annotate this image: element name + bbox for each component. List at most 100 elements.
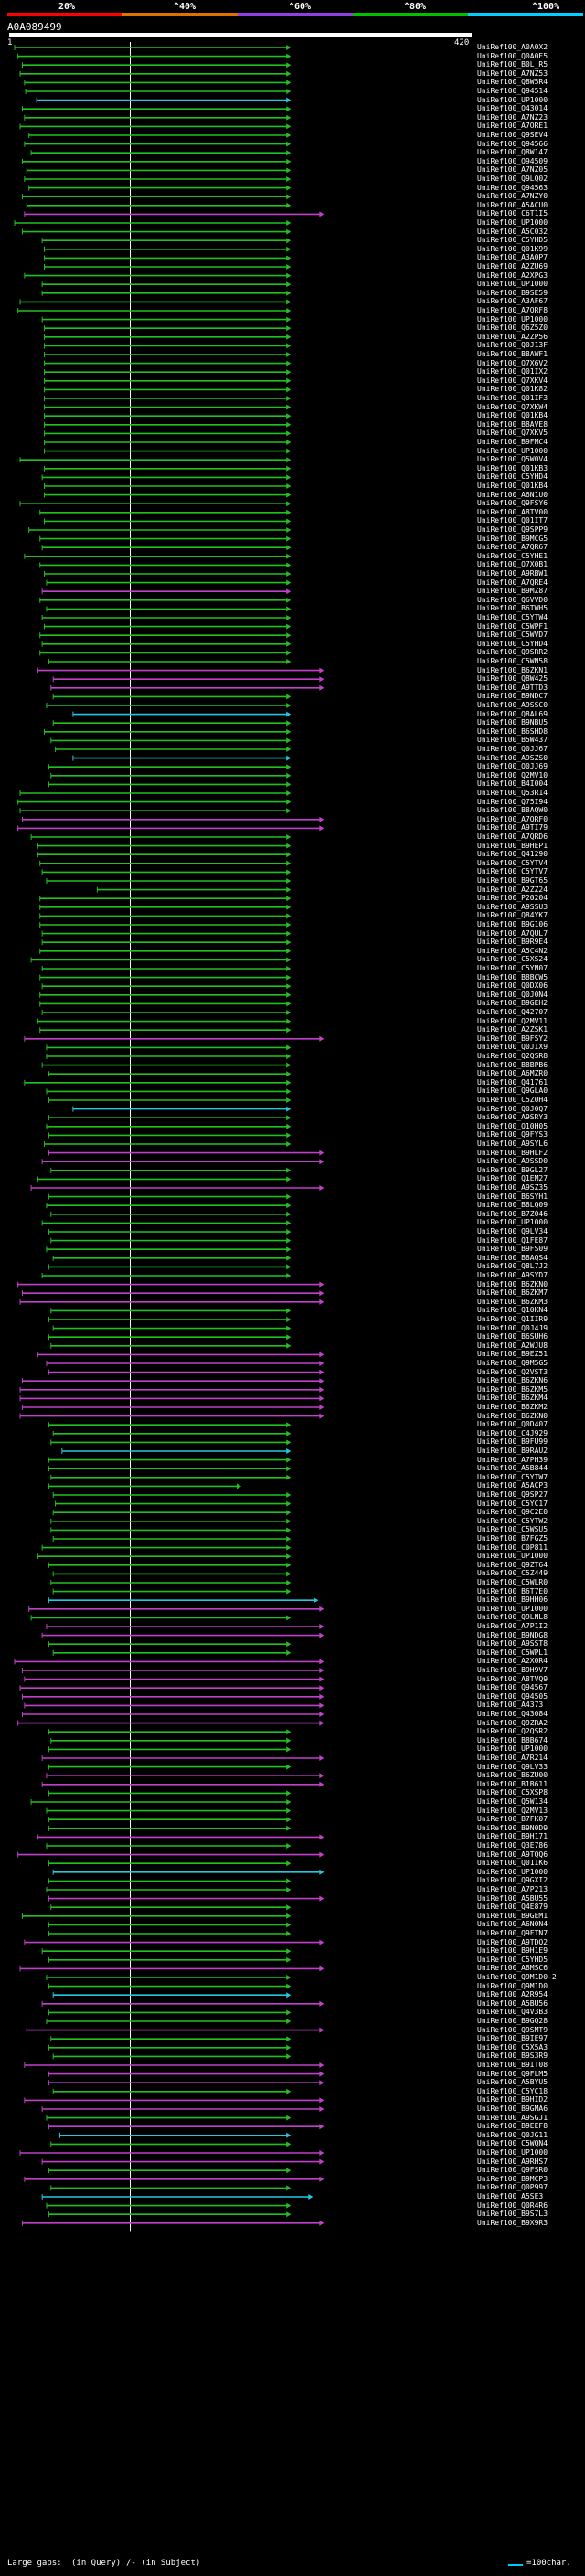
hit-label[interactable]: UniRef100_Q9FSR0	[477, 2166, 548, 2175]
hit-label[interactable]: UniRef100_Q94509	[477, 156, 548, 165]
hit-label[interactable]: UniRef100_Q9GXI2	[477, 1876, 548, 1885]
hit-label[interactable]: UniRef100_B8LQ09	[477, 1201, 548, 1210]
hit-label[interactable]: UniRef100_UP1000	[477, 1744, 548, 1754]
hit-label[interactable]: UniRef100_Q5W134	[477, 1797, 548, 1806]
hit-label[interactable]: UniRef100_Q94505	[477, 1691, 548, 1701]
hit-label[interactable]: UniRef100_Q9SP27	[477, 1490, 548, 1499]
hit-label[interactable]: UniRef100_B8BCW5	[477, 972, 548, 981]
hit-label[interactable]: UniRef100_B0L_R5	[477, 60, 548, 69]
hit-label[interactable]: UniRef100_C5YC18	[477, 2086, 548, 2095]
hit-label[interactable]: UniRef100_A6MZR0	[477, 1069, 548, 1078]
hit-label[interactable]: UniRef100_A0A0X2	[477, 43, 548, 51]
hit-label[interactable]: UniRef100_B9HID2	[477, 2095, 548, 2104]
hit-label[interactable]: UniRef100_Q10KN4	[477, 1306, 548, 1315]
hit-label[interactable]: UniRef100_A2XPG3	[477, 270, 548, 280]
hit-label[interactable]: UniRef100_Q0D407	[477, 1420, 548, 1429]
hit-label[interactable]: UniRef100_A9TQQ6	[477, 1850, 548, 1859]
hit-label[interactable]: UniRef100_B6T7E0	[477, 1586, 548, 1595]
hit-label[interactable]: UniRef100_UP1000	[477, 1604, 548, 1613]
hit-label[interactable]: UniRef100_A5C032	[477, 227, 548, 236]
hit-label[interactable]: UniRef100_B9IE97	[477, 2034, 548, 2043]
hit-label[interactable]: UniRef100_A8MSC6	[477, 1964, 548, 1973]
hit-label[interactable]: UniRef100_B6ZKM2	[477, 1403, 548, 1411]
hit-label[interactable]: UniRef100_A8TV00	[477, 507, 548, 516]
hit-label[interactable]: UniRef100_C5WPL1	[477, 1648, 548, 1657]
hit-label[interactable]: UniRef100_Q1EM27	[477, 1174, 548, 1183]
hit-label[interactable]: UniRef100_Q2VST3	[477, 1367, 548, 1376]
hit-label[interactable]: UniRef100_Q9FLM5	[477, 2069, 548, 2078]
hit-label[interactable]: UniRef100_B8AWF1	[477, 350, 548, 358]
hit-label[interactable]: UniRef100_Q9SEV4	[477, 131, 548, 139]
hit-label[interactable]: UniRef100_A5C4N2	[477, 946, 548, 955]
hit-label[interactable]: UniRef100_UP1000	[477, 2148, 548, 2157]
hit-label[interactable]: UniRef100_C5WQN4	[477, 2139, 548, 2148]
hit-label[interactable]: UniRef100_A7QRF0	[477, 814, 548, 823]
hit-label[interactable]: UniRef100_A5BYU5	[477, 2078, 548, 2087]
hit-label[interactable]: UniRef100_B6ZU00	[477, 1771, 548, 1780]
hit-label[interactable]: UniRef100_B9N0D9	[477, 1823, 548, 1832]
hit-label[interactable]: UniRef100_B9S7L3	[477, 2210, 548, 2219]
hit-label[interactable]: UniRef100_Q53R14	[477, 789, 548, 797]
hit-label[interactable]: UniRef100_B6ZKN6	[477, 1376, 548, 1385]
hit-label[interactable]: UniRef100_A9SGJ1	[477, 2113, 548, 2122]
hit-label[interactable]: UniRef100_A7QRE4	[477, 578, 548, 587]
hit-label[interactable]: UniRef100_B9H171	[477, 1832, 548, 1841]
hit-label[interactable]: UniRef100_B9MZ87	[477, 587, 548, 596]
hit-label[interactable]: UniRef100_A6N0N4	[477, 1920, 548, 1929]
hit-label[interactable]: UniRef100_Q9LV33	[477, 1762, 548, 1771]
hit-label[interactable]: UniRef100_Q0P997	[477, 2183, 548, 2192]
hit-label[interactable]: UniRef100_B9SE59	[477, 288, 548, 297]
hit-label[interactable]: UniRef100_Q9M1D0-2	[477, 1973, 557, 1981]
hit-label[interactable]: UniRef100_Q9FSY6	[477, 499, 548, 508]
hit-label[interactable]: UniRef100_B9G106	[477, 920, 548, 928]
hit-label[interactable]: UniRef100_C5X5A3	[477, 2042, 548, 2051]
hit-label[interactable]: UniRef100_B9EEF8	[477, 2122, 548, 2131]
hit-label[interactable]: UniRef100_B9GL27	[477, 1165, 548, 1174]
hit-label[interactable]: UniRef100_B6SYH1	[477, 1192, 548, 1201]
hit-label[interactable]: UniRef100_B6SUH6	[477, 1332, 548, 1341]
hit-label[interactable]: UniRef100_C5YHD4	[477, 472, 548, 482]
hit-label[interactable]: UniRef100_Q2MV10	[477, 770, 548, 779]
hit-label[interactable]: UniRef100_B9EZ51	[477, 1350, 548, 1359]
hit-label[interactable]: UniRef100_A8TVQ9	[477, 1674, 548, 1683]
hit-label[interactable]: UniRef100_Q9M5G5	[477, 1359, 548, 1367]
hit-label[interactable]: UniRef100_A7P213	[477, 1885, 548, 1893]
hit-label[interactable]: UniRef100_A9SZ35	[477, 1183, 548, 1192]
hit-label[interactable]: UniRef100_B6ZKN0	[477, 1279, 548, 1288]
hit-label[interactable]: UniRef100_C0P811	[477, 1542, 548, 1552]
hit-label[interactable]: UniRef100_B8AQW0	[477, 806, 548, 815]
hit-label[interactable]: UniRef100_B9FSY2	[477, 1034, 548, 1043]
hit-label[interactable]: UniRef100_A7ORE1	[477, 122, 548, 131]
hit-label[interactable]: UniRef100_A9RBW1	[477, 569, 548, 578]
hit-label[interactable]: UniRef100_A2X0R4	[477, 1657, 548, 1666]
hit-label[interactable]: UniRef100_UP1000	[477, 446, 548, 455]
hit-label[interactable]: UniRef100_Q9GLA0	[477, 1087, 548, 1096]
hit-label[interactable]: UniRef100_C5Z449	[477, 1569, 548, 1578]
hit-label[interactable]: UniRef100_A9SSD0	[477, 1157, 548, 1166]
hit-label[interactable]: UniRef100_B9HEP1	[477, 841, 548, 850]
hit-label[interactable]: UniRef100_Q9SMT9	[477, 2025, 548, 2034]
hit-label[interactable]: UniRef100_Q8L7J2	[477, 1262, 548, 1271]
hit-label[interactable]: UniRef100_A9SSU3	[477, 902, 548, 911]
hit-label[interactable]: UniRef100_Q84YK7	[477, 911, 548, 920]
hit-label[interactable]: UniRef100_A5B844	[477, 1464, 548, 1473]
hit-label[interactable]: UniRef100_Q5W0V4	[477, 455, 548, 464]
hit-label[interactable]: UniRef100_A7R214	[477, 1754, 548, 1762]
hit-label[interactable]: UniRef100_Q10H05	[477, 1121, 548, 1130]
hit-label[interactable]: UniRef100_B9GEM1	[477, 1911, 548, 1920]
hit-label[interactable]: UniRef100_Q2QSR8	[477, 1052, 548, 1060]
hit-label[interactable]: UniRef100_A2R954	[477, 1990, 548, 1999]
hit-label[interactable]: UniRef100_A7QUL7	[477, 928, 548, 938]
hit-label[interactable]: UniRef100_C5YHD5	[477, 1955, 548, 1964]
hit-label[interactable]: UniRef100_Q0J0Q7	[477, 1104, 548, 1113]
hit-label[interactable]: UniRef100_B9MCP3	[477, 2174, 548, 2183]
hit-label[interactable]: UniRef100_UP1000	[477, 1218, 548, 1227]
hit-label[interactable]: UniRef100_Q2MV13	[477, 1806, 548, 1815]
hit-label[interactable]: UniRef100_B9NBU5	[477, 718, 548, 727]
hit-label[interactable]: UniRef100_C5YC17	[477, 1499, 548, 1508]
hit-label[interactable]: UniRef100_B9X9R3	[477, 2218, 548, 2227]
hit-label[interactable]: UniRef100_B7FGZ5	[477, 1534, 548, 1542]
hit-label[interactable]: UniRef100_Q01IT7	[477, 516, 548, 525]
hit-label[interactable]: UniRef100_Q8W5R4	[477, 78, 548, 87]
hit-label[interactable]: UniRef100_A9RHS7	[477, 2157, 548, 2166]
